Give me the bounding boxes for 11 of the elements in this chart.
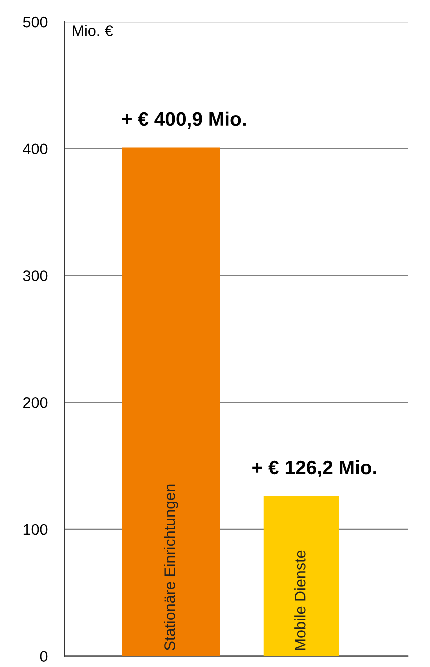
x-tick-label: Mobile Dienste [294, 550, 306, 650]
x-tick-label: Stationäre Einrichtungen [164, 484, 178, 651]
data-label: + € 126,2 Mio. [252, 460, 376, 478]
y-tick-label: 100 [24, 524, 48, 536]
y-tick-label: 400 [23, 144, 48, 155]
y-tick-label: 300 [23, 270, 48, 282]
y-axis-title: Mio. € [73, 25, 114, 36]
y-tick-label: 500 [23, 16, 48, 28]
y-tick-label: 0 [40, 651, 48, 662]
data-label: + € 400,9 Mio. [122, 112, 246, 129]
y-tick-label: 200 [24, 397, 48, 408]
